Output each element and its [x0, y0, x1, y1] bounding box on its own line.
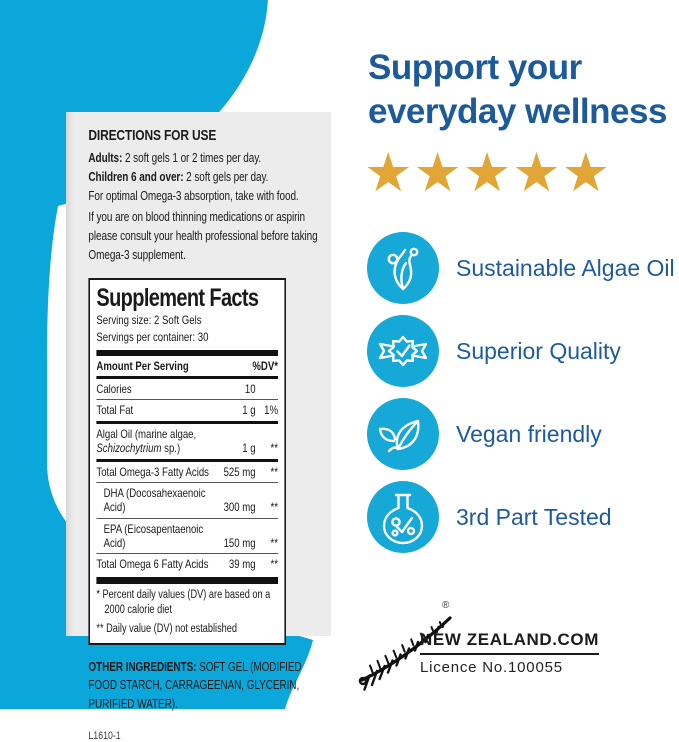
- directions-adults-lead: Adults:: [88, 151, 123, 165]
- row-dv: **: [270, 557, 278, 572]
- table-row-omega3: Total Omega-3 Fatty Acids 525 mg **: [96, 458, 279, 482]
- lot-code: L1610-1: [88, 729, 121, 742]
- divider-thick: [96, 576, 279, 584]
- new-zealand-logo: ® NEW ZEALAND.COM Licence No.100055: [356, 598, 599, 698]
- directions-title: DIRECTIONS FOR USE: [88, 127, 217, 144]
- row-dv: **: [270, 441, 278, 456]
- facts-header-row: Amount Per Serving %DV*: [96, 356, 278, 376]
- footnote-dv-not-established: ** Daily value (DV) not established: [96, 622, 238, 635]
- row-name: Total Fat: [96, 403, 134, 418]
- nz-brand-text: NEW ZEALAND.COM: [420, 630, 599, 655]
- row-dv: **: [270, 464, 278, 479]
- directions-children-lead: Children 6 and over:: [88, 169, 184, 184]
- row-amount: 150 mg: [223, 536, 256, 551]
- col-percent-dv: %DV*: [252, 358, 278, 373]
- quality-badge-icon: [367, 315, 439, 387]
- feature-vegan-friendly: Vegan friendly: [367, 398, 675, 470]
- nz-licence-number: Licence No.100055: [420, 659, 563, 676]
- algal-species-italic: Schizochytrium: [96, 441, 162, 456]
- serving-size: Serving size: 2 Soft Gels: [96, 312, 202, 327]
- other-ingredients-lead: OTHER INGREDIENTS:: [88, 659, 197, 674]
- directions-adults: Adults: 2 soft gels 1 or 2 times per day…: [88, 149, 322, 168]
- vegan-leaf-icon: [367, 398, 439, 470]
- row-dv: 1%: [264, 403, 278, 418]
- nz-logo-text: NEW ZEALAND.COM Licence No.100055: [420, 630, 599, 676]
- directions-children: Children 6 and over: 2 soft gels per day…: [88, 168, 322, 187]
- divider-medium: [96, 375, 279, 379]
- table-row-total-fat: Total Fat 1 g 1%: [96, 399, 279, 420]
- row-amount: 1 g: [242, 403, 256, 418]
- row-amount: 300 mg: [223, 500, 256, 515]
- feature-sustainable-algae-oil: Sustainable Algae Oil: [367, 232, 675, 304]
- feature-label: 3rd Part Tested: [456, 503, 612, 530]
- supplement-label-card: DIRECTIONS FOR USE Adults: 2 soft gels 1…: [66, 112, 331, 742]
- algal-oil-line2: sp.): [161, 441, 181, 456]
- directions-absorption: For optimal Omega-3 absorption, take wit…: [88, 188, 299, 203]
- feature-list: Sustainable Algae Oil Superior Quality V…: [367, 232, 675, 564]
- row-amount: 1 g: [242, 441, 256, 456]
- five-star-rating: ★★★★★: [364, 143, 612, 203]
- other-ingredients-text: SOFT GEL (MODIFIED FOOD STARCH, CARRAGEE…: [88, 659, 302, 712]
- registered-trademark-icon: ®: [442, 600, 450, 611]
- col-amount-per-serving: Amount Per Serving: [96, 358, 189, 373]
- row-name: Algal Oil (marine algae, Schizochytrium …: [96, 427, 215, 456]
- supplement-facts-panel: Supplement Facts Serving size: 2 Soft Ge…: [88, 277, 287, 645]
- algae-icon: [367, 232, 439, 304]
- algal-oil-line1: Algal Oil (marine algae,: [96, 426, 197, 441]
- feature-label: Sustainable Algae Oil: [456, 254, 675, 281]
- headline-line2: everyday wellness: [368, 92, 667, 131]
- row-name: EPA (Eicosapentaenoic Acid): [103, 521, 204, 551]
- table-row-calories: Calories 10: [96, 379, 278, 399]
- other-ingredients: OTHER INGREDIENTS: SOFT GEL (MODIFIED FO…: [88, 658, 322, 714]
- table-row-algal-oil: Algal Oil (marine algae, Schizochytrium …: [96, 420, 279, 459]
- row-name: Calories: [96, 381, 132, 396]
- feature-label: Superior Quality: [456, 337, 621, 364]
- headline-line1: Support your: [368, 48, 582, 87]
- row-name: Total Omega-3 Fatty Acids: [96, 464, 209, 479]
- table-row-epa: EPA (Eicosapentaenoic Acid) 150 mg **: [96, 517, 279, 554]
- row-amount: 10: [244, 381, 256, 396]
- supplement-facts-title: Supplement Facts: [96, 283, 259, 312]
- directions-children-text: 2 soft gels per day.: [183, 169, 269, 184]
- row-dv: **: [270, 536, 278, 551]
- footnote-percent-dv: * Percent daily values (DV) are based on…: [96, 588, 271, 616]
- row-name: Total Omega 6 Fatty Acids: [96, 557, 209, 572]
- feature-3rd-party-tested: 3rd Part Tested: [367, 481, 675, 553]
- directions-adults-text: 2 soft gels 1 or 2 times per day.: [122, 151, 262, 165]
- row-amount: 525 mg: [223, 464, 256, 479]
- row-name: DHA (Docosahexaenoic Acid): [103, 485, 206, 515]
- row-dv: **: [270, 500, 278, 515]
- feature-label: Vegan friendly: [456, 420, 602, 447]
- silver-fern-icon: [358, 616, 452, 691]
- divider-thick: [96, 349, 279, 356]
- row-amount: 39 mg: [228, 557, 256, 572]
- lab-flask-icon: [367, 481, 439, 553]
- table-row-omega6: Total Omega 6 Fatty Acids 39 mg **: [96, 553, 279, 574]
- feature-superior-quality: Superior Quality: [367, 315, 675, 387]
- directions-section: DIRECTIONS FOR USE Adults: 2 soft gels 1…: [88, 127, 322, 265]
- table-row-dha: DHA (Docosahexaenoic Acid) 300 mg **: [96, 481, 279, 518]
- directions-warning: If you are on blood thinning medications…: [88, 210, 318, 262]
- servings-per-container: Servings per container: 30: [96, 330, 209, 345]
- headline: Support your everyday wellness: [368, 46, 667, 134]
